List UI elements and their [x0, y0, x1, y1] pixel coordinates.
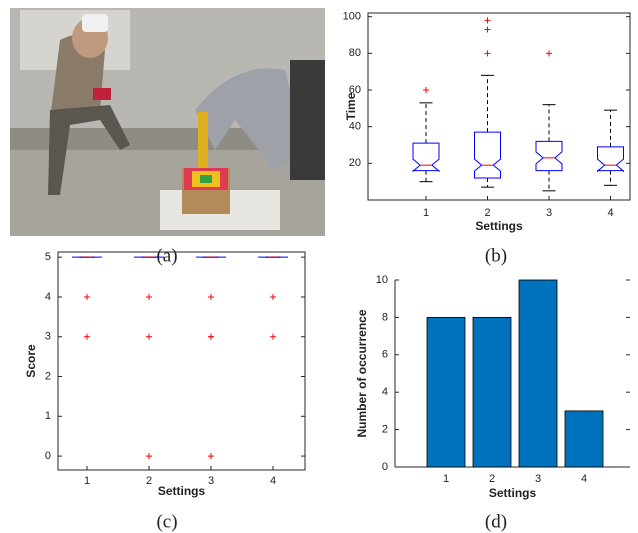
x-tick-label: 3: [208, 475, 214, 487]
outlier: [546, 50, 552, 56]
box: [475, 132, 501, 178]
photo-controller: [93, 88, 111, 100]
x-tick-label: 1: [84, 475, 90, 487]
x-tick-label: 2: [489, 473, 495, 485]
y-tick-label: 4: [45, 291, 51, 303]
outlier: [485, 50, 491, 56]
caption: (d): [485, 511, 507, 532]
x-tick-label: 4: [607, 207, 613, 219]
outlier: [146, 334, 152, 340]
y-tick-label: 1: [45, 410, 51, 422]
y-tick-label: 10: [376, 274, 388, 286]
x-tick-label: 2: [146, 475, 152, 487]
photo-target-inner: [200, 175, 212, 183]
outlier: [84, 294, 90, 300]
x-axis-label: Settings: [158, 484, 206, 498]
y-tick-label: 6: [382, 349, 388, 361]
page: {"figure_a": {"caption": "(a)"}, "chart_…: [0, 0, 638, 533]
y-tick-label: 3: [45, 331, 51, 343]
box: [598, 147, 624, 171]
x-tick-label: 2: [484, 207, 490, 219]
outlier: [423, 87, 429, 93]
outlier: [270, 294, 276, 300]
photo-machine: [290, 60, 325, 180]
outlier: [146, 453, 152, 459]
y-tick-label: 2: [382, 424, 388, 436]
caption: (b): [485, 245, 507, 266]
x-tick-label: 3: [546, 207, 552, 219]
x-axis-label: Settings: [489, 486, 537, 500]
y-tick-label: 100: [343, 11, 361, 23]
y-axis-label: Time: [344, 92, 358, 120]
y-tick-label: 8: [382, 311, 388, 323]
y-tick-label: 4: [382, 386, 388, 398]
outlier: [146, 294, 152, 300]
y-tick-label: 20: [349, 157, 361, 169]
box: [413, 143, 439, 171]
bar: [519, 280, 557, 467]
x-tick-label: 3: [535, 473, 541, 485]
y-tick-label: 2: [45, 370, 51, 382]
outlier: [208, 294, 214, 300]
x-tick-label: 1: [443, 473, 449, 485]
bar: [473, 317, 511, 467]
outlier: [208, 334, 214, 340]
figure: (a) 204060801001234SettingsTime(b)012345…: [0, 0, 638, 533]
bar: [427, 317, 465, 467]
y-tick-label: 40: [349, 121, 361, 133]
y-tick-label: 5: [45, 251, 51, 263]
outlier: [485, 27, 491, 33]
outlier: [485, 17, 491, 23]
y-tick-label: 80: [349, 47, 361, 59]
caption: (a): [156, 245, 177, 266]
x-tick-label: 4: [270, 475, 276, 487]
y-axis-label: Number of occurrence: [355, 309, 369, 437]
photo: [10, 8, 325, 236]
y-axis-label: Score: [24, 344, 38, 378]
outlier: [84, 334, 90, 340]
x-tick-label: 4: [581, 473, 587, 485]
plot-frame: [368, 13, 630, 200]
caption: (c): [156, 511, 177, 532]
outlier: [208, 453, 214, 459]
box: [536, 141, 562, 170]
photo-end-effector: [198, 112, 208, 172]
outlier: [270, 334, 276, 340]
y-tick-label: 0: [382, 461, 388, 473]
plot-frame: [58, 252, 305, 470]
x-axis-label: Settings: [475, 219, 523, 233]
y-tick-label: 0: [45, 450, 51, 462]
x-tick-label: 1: [423, 207, 429, 219]
photo-headset: [82, 14, 108, 32]
bar: [565, 411, 603, 467]
